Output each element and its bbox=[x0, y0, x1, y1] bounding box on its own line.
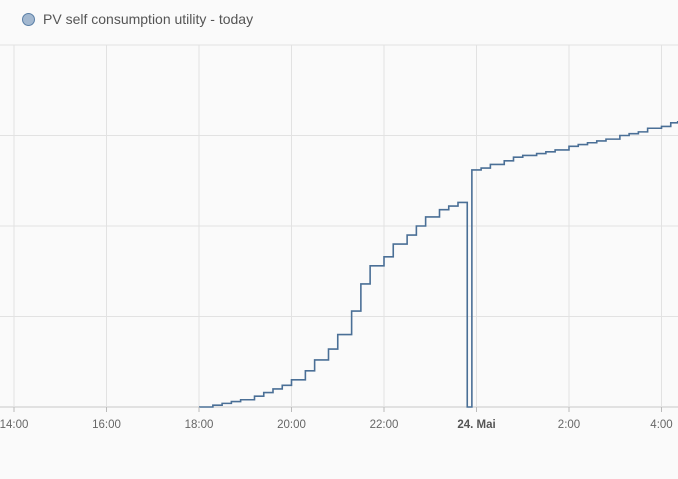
x-tick-label: 22:00 bbox=[370, 419, 399, 431]
data-point[interactable] bbox=[634, 128, 642, 136]
series-group bbox=[199, 119, 678, 411]
data-point[interactable] bbox=[500, 157, 508, 165]
x-tick-label: 14:00 bbox=[0, 419, 28, 431]
x-tick-label: 16:00 bbox=[92, 419, 121, 431]
data-point[interactable] bbox=[227, 398, 235, 406]
data-point[interactable] bbox=[380, 253, 388, 261]
data-point[interactable] bbox=[251, 392, 259, 400]
data-point[interactable] bbox=[357, 280, 365, 288]
data-point[interactable] bbox=[412, 222, 420, 230]
series-line[interactable] bbox=[199, 121, 678, 408]
data-point[interactable] bbox=[542, 148, 550, 156]
data-point[interactable] bbox=[209, 401, 217, 409]
legend-item[interactable]: PV self consumption utility - today bbox=[22, 11, 253, 27]
data-point[interactable] bbox=[477, 164, 485, 172]
data-point[interactable] bbox=[468, 166, 476, 174]
data-point[interactable] bbox=[616, 132, 624, 140]
data-point[interactable] bbox=[403, 231, 411, 239]
data-point[interactable] bbox=[301, 367, 309, 375]
x-tick-label: 4:00 bbox=[650, 419, 672, 431]
data-point[interactable] bbox=[519, 151, 527, 159]
x-axis: 14:00 16:00 18:00 20:00 22:00 24. Mai 2:00 4:00 bbox=[0, 407, 673, 431]
legend-swatch-icon bbox=[22, 12, 35, 26]
data-point[interactable] bbox=[218, 399, 226, 407]
data-point[interactable] bbox=[593, 137, 601, 145]
data-point[interactable] bbox=[445, 202, 453, 210]
data-point[interactable] bbox=[288, 376, 296, 384]
data-point[interactable] bbox=[584, 139, 592, 147]
grid bbox=[0, 44, 678, 408]
data-point[interactable] bbox=[436, 206, 444, 214]
data-point[interactable] bbox=[667, 119, 675, 127]
data-point[interactable] bbox=[325, 345, 333, 353]
data-point[interactable] bbox=[389, 240, 397, 248]
data-point[interactable] bbox=[278, 381, 286, 389]
legend-label: PV self consumption utility - today bbox=[43, 11, 254, 27]
data-point[interactable] bbox=[486, 160, 494, 168]
data-point[interactable] bbox=[463, 403, 471, 411]
data-point[interactable] bbox=[510, 153, 518, 161]
data-point[interactable] bbox=[658, 122, 666, 130]
data-point[interactable] bbox=[533, 150, 541, 158]
x-tick-label: 2:00 bbox=[558, 419, 580, 431]
data-point[interactable] bbox=[237, 396, 245, 404]
data-point[interactable] bbox=[551, 146, 559, 154]
data-point[interactable] bbox=[644, 124, 652, 132]
data-point[interactable] bbox=[348, 307, 356, 315]
x-tick-label: 24. Mai bbox=[457, 419, 495, 431]
data-point[interactable] bbox=[311, 356, 319, 364]
data-point[interactable] bbox=[260, 389, 268, 397]
data-point[interactable] bbox=[625, 130, 633, 138]
data-point[interactable] bbox=[269, 385, 277, 393]
x-tick-label: 20:00 bbox=[277, 419, 306, 431]
data-point[interactable] bbox=[602, 135, 610, 143]
data-point[interactable] bbox=[422, 213, 430, 221]
data-point[interactable] bbox=[454, 198, 462, 206]
data-point[interactable] bbox=[565, 142, 573, 150]
data-point[interactable] bbox=[366, 262, 374, 270]
data-point[interactable] bbox=[574, 141, 582, 149]
data-point[interactable] bbox=[334, 331, 342, 339]
x-tick-label: 18:00 bbox=[185, 419, 214, 431]
